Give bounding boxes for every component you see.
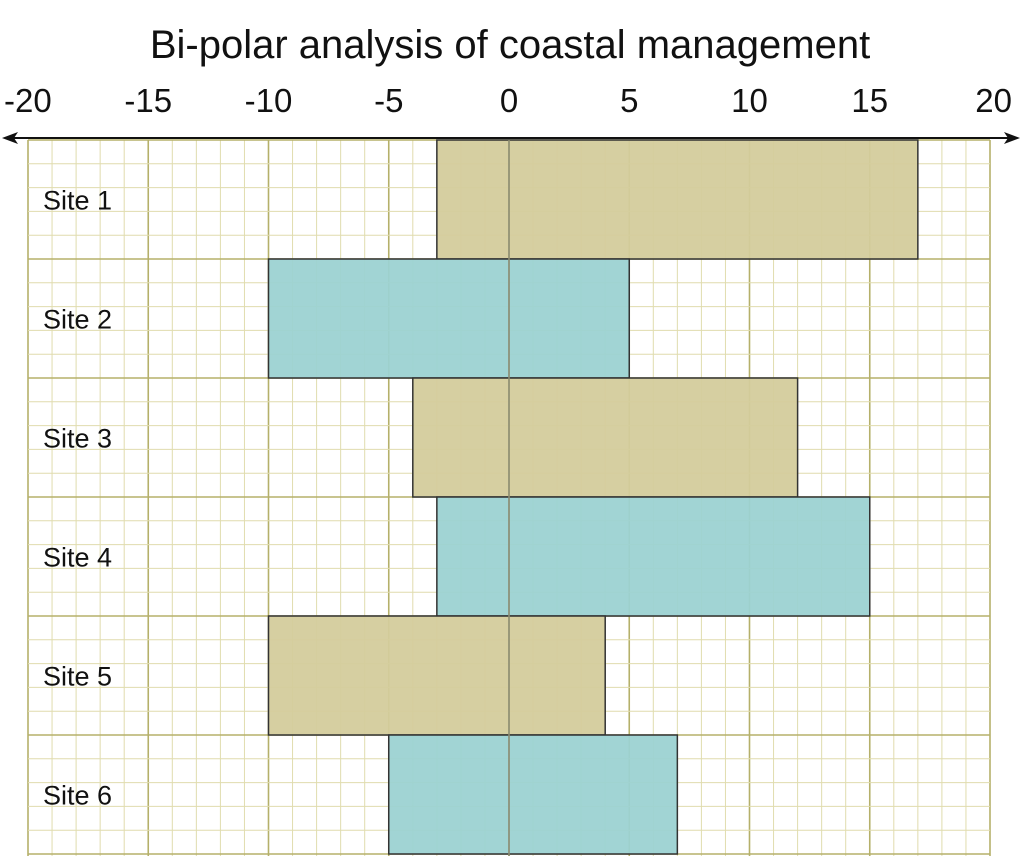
category-label: Site 4 [43, 543, 112, 573]
axis-arrow-right [1004, 132, 1020, 144]
x-tick-label: 10 [731, 82, 768, 119]
category-label: Site 1 [43, 186, 112, 216]
x-tick-label: -5 [374, 82, 403, 119]
x-axis [2, 132, 1020, 144]
bars [267, 139, 919, 855]
x-tick-label: 0 [500, 82, 518, 119]
bar-site-4 [436, 496, 871, 617]
chart-title: Bi-polar analysis of coastal management [150, 23, 870, 67]
x-tick-labels: -20 -15 -10 -5 0 5 10 15 20 [4, 82, 1012, 119]
bar-site-3 [412, 377, 799, 498]
bar-site-1 [436, 139, 919, 260]
x-tick-label: 5 [620, 82, 638, 119]
x-tick-label: 20 [975, 82, 1012, 119]
axis-arrow-left [2, 132, 18, 144]
x-tick-label: -10 [245, 82, 293, 119]
category-labels: Site 1 Site 2 Site 3 Site 4 Site 5 Site 6 [43, 186, 112, 811]
x-tick-label: 15 [851, 82, 888, 119]
category-label: Site 6 [43, 781, 112, 811]
category-label: Site 2 [43, 305, 112, 335]
category-label: Site 5 [43, 662, 112, 692]
bar-site-5 [267, 615, 606, 736]
bar-site-6 [388, 734, 679, 855]
bar-site-2 [267, 258, 630, 379]
category-label: Site 3 [43, 424, 112, 454]
x-tick-label: -20 [4, 82, 52, 119]
x-tick-label: -15 [124, 82, 172, 119]
